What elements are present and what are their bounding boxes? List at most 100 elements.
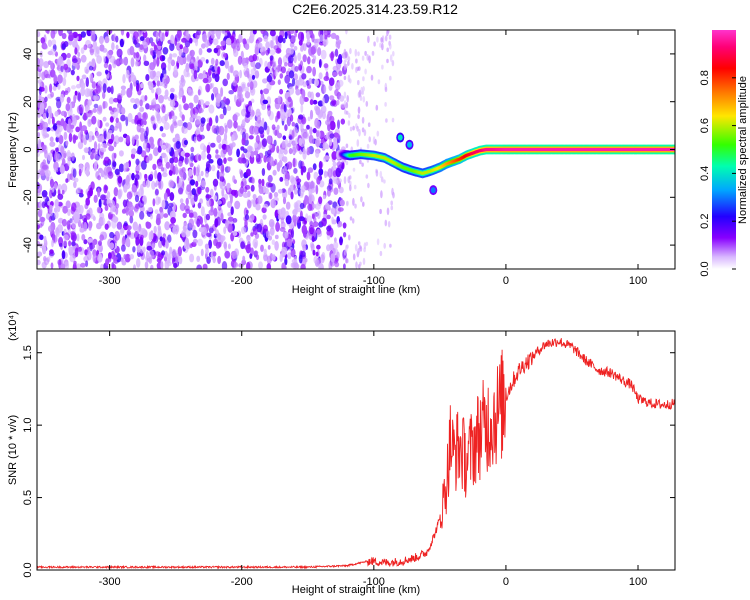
noise-cell bbox=[73, 181, 77, 189]
noise-cell bbox=[51, 239, 54, 248]
noise-cell bbox=[178, 187, 183, 195]
noise-cell bbox=[67, 158, 71, 167]
noise-cell bbox=[314, 203, 321, 210]
colorbar-tick-label: 0.0 bbox=[699, 261, 711, 276]
noise-cell bbox=[38, 70, 42, 78]
scatter-cell bbox=[360, 196, 363, 203]
scatter-cell bbox=[368, 136, 372, 143]
noise-cell bbox=[196, 218, 201, 228]
noise-cell bbox=[309, 30, 313, 36]
noise-cell bbox=[292, 209, 298, 216]
noise-cell bbox=[329, 95, 335, 101]
noise-cell bbox=[240, 241, 246, 250]
noise-cell bbox=[322, 111, 326, 120]
noise-cell bbox=[144, 261, 149, 269]
noise-cell bbox=[90, 30, 96, 35]
noise-cell bbox=[211, 164, 216, 172]
scatter-cell bbox=[362, 76, 365, 82]
noise-cell bbox=[201, 226, 208, 236]
noise-cell bbox=[291, 228, 294, 238]
noise-cell bbox=[234, 94, 237, 103]
noise-cell bbox=[257, 195, 263, 204]
noise-cell bbox=[147, 207, 153, 213]
noise-cell bbox=[83, 112, 87, 121]
noise-cell bbox=[223, 53, 228, 58]
noise-cell bbox=[131, 172, 135, 181]
noise-cell bbox=[219, 113, 225, 120]
noise-cell bbox=[169, 100, 176, 108]
noise-cell bbox=[254, 46, 259, 56]
noise-cell bbox=[120, 85, 126, 90]
noise-cell bbox=[88, 221, 92, 231]
noise-cell bbox=[218, 125, 225, 136]
noise-cell bbox=[68, 31, 74, 42]
scatter-cell bbox=[386, 58, 389, 64]
noise-cell bbox=[264, 150, 268, 157]
noise-cell bbox=[330, 51, 334, 62]
noise-cell bbox=[102, 83, 107, 93]
noise-cell bbox=[202, 103, 206, 109]
noise-cell bbox=[294, 65, 299, 72]
noise-cell bbox=[60, 145, 65, 155]
noise-cell bbox=[161, 132, 166, 138]
noise-cell bbox=[125, 116, 129, 127]
noise-cell bbox=[284, 138, 289, 147]
noise-cell bbox=[87, 238, 93, 243]
noise-cell bbox=[98, 35, 104, 45]
noise-cell bbox=[85, 166, 90, 177]
noise-cell bbox=[111, 263, 117, 269]
scatter-cell bbox=[352, 253, 356, 261]
snr-x-label: Height of straight line (km) bbox=[292, 584, 420, 596]
chart-title: C2E6.2025.314.23.59.R12 bbox=[292, 1, 458, 17]
noise-cell bbox=[231, 251, 238, 259]
noise-cell bbox=[122, 74, 126, 84]
noise-cell bbox=[64, 90, 69, 95]
noise-cell bbox=[155, 196, 161, 206]
noise-cell bbox=[158, 180, 162, 189]
noise-cell bbox=[135, 165, 141, 172]
noise-cell bbox=[228, 90, 234, 95]
noise-cell bbox=[274, 69, 278, 77]
noise-cell bbox=[232, 218, 238, 223]
noise-cell bbox=[246, 261, 251, 269]
noise-cell bbox=[89, 48, 94, 56]
noise-cell bbox=[157, 253, 163, 261]
noise-cell bbox=[260, 89, 263, 95]
noise-cell bbox=[72, 31, 78, 39]
noise-cell bbox=[277, 111, 281, 119]
noise-cell bbox=[49, 189, 53, 199]
scatter-cell bbox=[349, 216, 353, 221]
noise-cell bbox=[138, 188, 143, 197]
noise-cell bbox=[61, 250, 66, 260]
noise-cell bbox=[161, 115, 167, 124]
noise-cell bbox=[179, 198, 184, 204]
noise-cell bbox=[189, 179, 196, 186]
noise-cell bbox=[177, 246, 182, 257]
noise-cell bbox=[298, 254, 303, 264]
noise-cell bbox=[334, 261, 340, 268]
noise-cell bbox=[118, 136, 124, 143]
noise-cell bbox=[214, 229, 220, 237]
noise-cell bbox=[311, 33, 315, 43]
noise-cell bbox=[204, 170, 209, 178]
noise-cell bbox=[58, 134, 64, 145]
noise-cell bbox=[126, 191, 133, 200]
noise-cell bbox=[142, 246, 146, 253]
noise-cell bbox=[312, 163, 317, 171]
noise-cell bbox=[252, 194, 257, 200]
noise-cell bbox=[103, 130, 107, 140]
noise-cell bbox=[261, 138, 268, 148]
y-tick-label: 1.0 bbox=[22, 418, 34, 433]
noise-cell bbox=[108, 145, 115, 152]
scatter-cell bbox=[366, 143, 370, 149]
noise-cell bbox=[169, 93, 175, 100]
noise-cell bbox=[53, 74, 58, 85]
noise-cell bbox=[120, 114, 126, 122]
scatter-cell bbox=[343, 249, 347, 256]
noise-cell bbox=[286, 116, 292, 127]
scatter-cell bbox=[368, 55, 371, 64]
noise-cell bbox=[100, 194, 106, 201]
noise-cell bbox=[273, 191, 279, 198]
noise-cell bbox=[50, 30, 56, 39]
noise-cell bbox=[74, 63, 79, 68]
